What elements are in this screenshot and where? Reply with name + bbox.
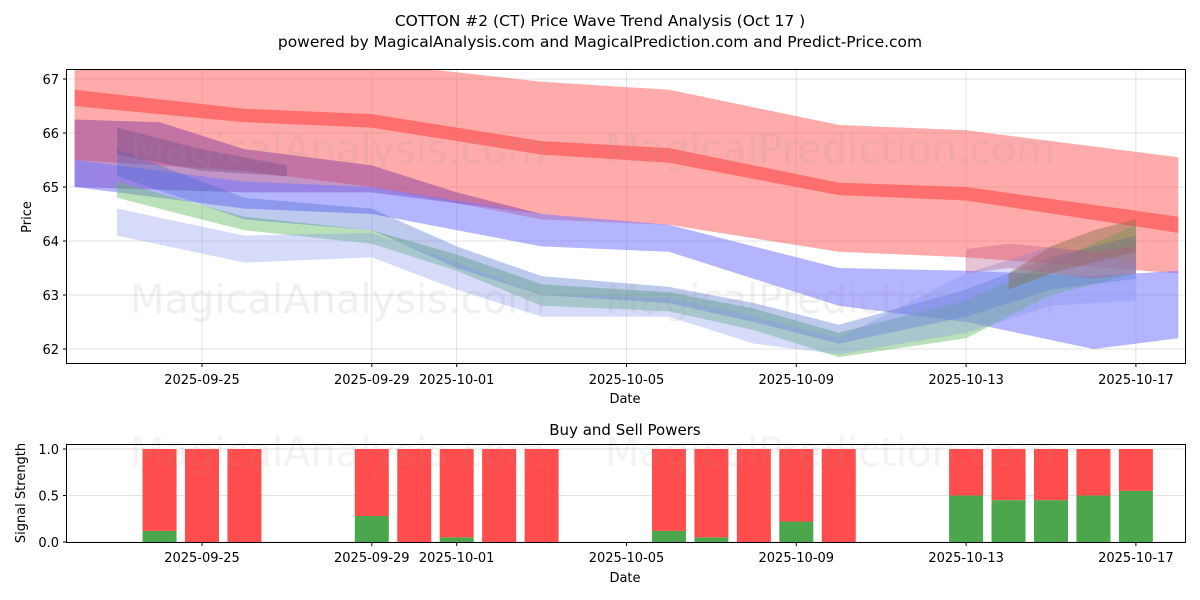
price-x-tick-label: 2025-10-13 [928,373,1004,388]
bar-x-label: Date [609,571,640,586]
watermark-5: MagicalAnalysis.com [130,430,546,476]
price-y-tick-label: 65 [42,181,59,196]
bar-x-tick-label: 2025-10-05 [589,551,665,566]
chart-canvas: COTTON #2 (CT) Price Wave Trend Analysis… [0,0,1200,600]
price-x-tick-label: 2025-10-05 [589,373,665,388]
buy-bar [949,496,983,543]
price-y-tick-label: 62 [42,343,59,358]
watermark-3: MagicalAnalysis.com [130,277,546,323]
buy-bar [143,531,177,542]
price-y-ticks: 62 63 64 65 66 67 [42,73,67,358]
buy-bar [1119,491,1153,542]
price-x-ticks: 2025-09-25 2025-09-29 2025-10-01 2025-10-05… [164,363,1173,388]
bar-x-tick-label: 2025-10-09 [759,551,835,566]
price-x-tick-label: 2025-09-29 [334,373,410,388]
price-y-tick-label: 66 [42,127,59,142]
price-y-tick-label: 64 [42,235,59,250]
buy-bar [440,537,474,542]
bar-x-tick-label: 2025-10-13 [928,551,1004,566]
bar-x-tick-label: 2025-10-17 [1098,551,1174,566]
bar-y-ticks: 0.0 0.5 1.0 [38,443,67,551]
price-y-tick-label: 63 [42,289,59,304]
price-x-tick-label: 2025-10-09 [759,373,835,388]
bar-x-ticks: 2025-09-25 2025-09-29 2025-10-01 2025-10-05… [164,542,1173,566]
buy-bar [779,522,813,542]
price-x-tick-label: 2025-09-25 [164,373,240,388]
watermark-4: MagicalPrediction.com [605,277,1055,323]
price-y-tick-label: 67 [42,73,59,88]
bar-y-tick-label: 0.5 [38,490,59,505]
price-x-tick-label: 2025-10-01 [419,373,495,388]
bar-y-tick-label: 1.0 [38,443,59,458]
chart-title: COTTON #2 (CT) Price Wave Trend Analysis… [395,12,805,30]
watermark-1: MagicalAnalysis.com [130,127,546,173]
bar-x-tick-label: 2025-09-29 [334,551,410,566]
buy-bar [652,531,686,542]
watermark-6: MagicalPrediction.com [605,430,1055,476]
buy-bar [1034,500,1068,542]
price-x-tick-label: 2025-10-17 [1098,373,1174,388]
chart-subtitle: powered by MagicalAnalysis.com and Magic… [278,33,922,51]
sell-bar [1119,449,1153,491]
sell-bar [1076,449,1110,496]
buy-bar [992,500,1026,542]
price-x-label: Date [609,392,640,407]
bar-x-tick-label: 2025-09-25 [164,551,240,566]
buy-bar [1076,496,1110,543]
price-y-label: Price [20,201,35,233]
bar-x-tick-label: 2025-10-01 [419,551,495,566]
buy-bar [355,516,389,542]
watermark-2: MagicalPrediction.com [605,127,1055,173]
buy-bar [694,537,728,542]
bar-y-label: Signal Strength [14,443,29,543]
bar-y-tick-label: 0.0 [38,536,59,551]
